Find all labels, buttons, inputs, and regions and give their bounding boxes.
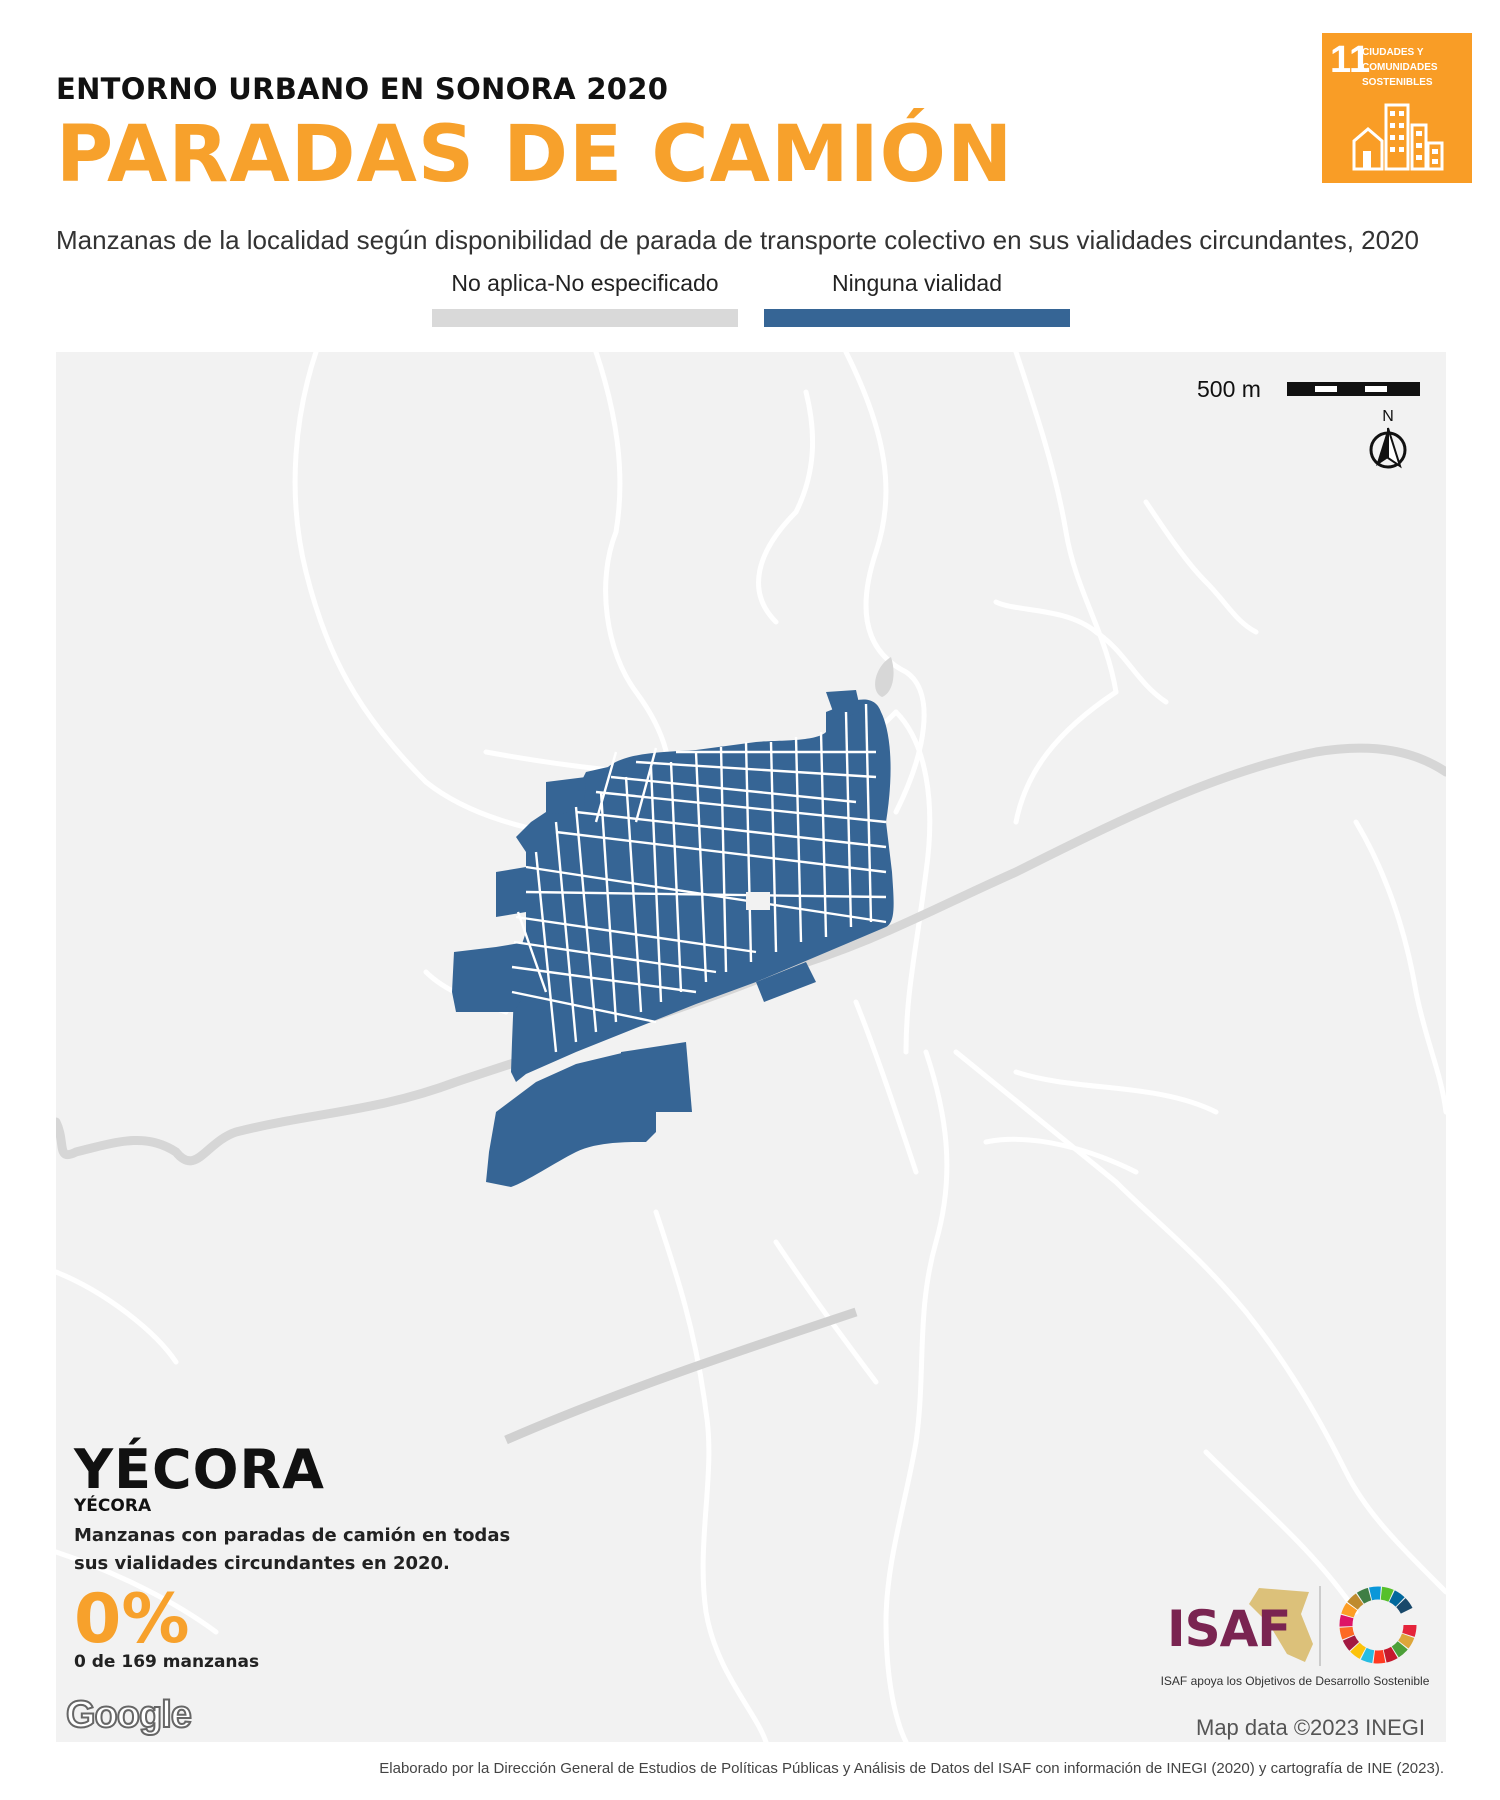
- map-canvas[interactable]: [56, 352, 1446, 1742]
- legend-item-no-aplica: No aplica-No especificado: [432, 270, 738, 327]
- north-label: N: [1382, 408, 1394, 425]
- kicker-title: ENTORNO URBANO EN SONORA 2020: [56, 72, 669, 106]
- scale-bar: [1287, 382, 1420, 396]
- page-title: PARADAS DE CAMIÓN: [56, 110, 1014, 200]
- legend-item-ninguna-vialidad: Ninguna vialidad: [764, 270, 1070, 327]
- sdg-number: 11: [1330, 39, 1371, 81]
- city-buildings-icon: [1352, 103, 1444, 171]
- legend-swatch: [432, 309, 738, 327]
- isaf-logo-block: ISAF ISAF apoya los Objetivos de Desarro…: [1155, 1584, 1435, 1690]
- north-arrow: N: [1367, 408, 1409, 474]
- sdg-label: CIUDADES Y COMUNIDADES SOSTENIBLES: [1362, 47, 1438, 88]
- indicator-value: 0%: [74, 1580, 190, 1659]
- internal-streets: [511, 703, 887, 1053]
- isaf-tagline: ISAF apoya los Objetivos de Desarrollo S…: [1160, 1674, 1430, 1688]
- google-logo: Google: [65, 1693, 193, 1737]
- logo-divider: [1319, 1586, 1321, 1666]
- north-arrow-icon: [1369, 427, 1407, 469]
- pond: [875, 657, 894, 697]
- page-subtitle: Manzanas de la localidad según disponibi…: [56, 225, 1420, 255]
- indicator-description: Manzanas con paradas de camión en todas …: [74, 1525, 511, 1574]
- sonora-map-icon: [1249, 1588, 1313, 1662]
- sdg-11-badge: 11 CIUDADES Y COMUNIDADES SOSTENIBLES: [1322, 33, 1472, 183]
- empty-lot: [746, 892, 770, 910]
- legend-swatch: [764, 309, 1070, 327]
- legend-label: No aplica-No especificado: [451, 270, 719, 296]
- road-network: [56, 352, 1446, 1742]
- indicator-count: 0 de 169 manzanas: [74, 1652, 260, 1672]
- map-layer: [56, 352, 1446, 1742]
- legend-label: Ninguna vialidad: [831, 270, 1003, 296]
- municipality-name: YÉCORA: [74, 1496, 152, 1516]
- scale-label: 500 m: [1197, 376, 1261, 402]
- sdg-wheel-icon: [1339, 1586, 1417, 1664]
- locality-name: YÉCORA: [74, 1438, 325, 1501]
- footer-credit: Elaborado por la Dirección General de Es…: [379, 1760, 1444, 1777]
- map-attribution: Map data ©2023 INEGI: [1196, 1715, 1426, 1740]
- isaf-logo: ISAF: [1167, 1600, 1291, 1658]
